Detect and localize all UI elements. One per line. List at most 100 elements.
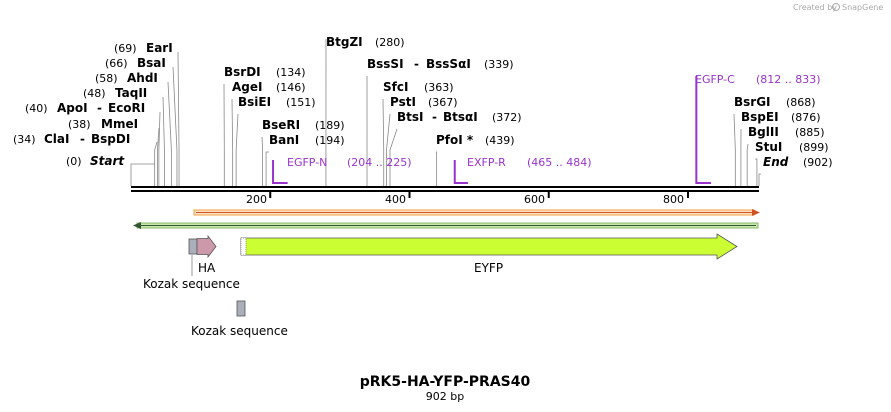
enzyme-name-sfci: SfcI	[383, 80, 408, 94]
feature-label-kozak-1: Kozak sequence	[143, 277, 240, 291]
enzyme-pos-bsrgi: (868)	[786, 96, 816, 109]
map-length: 902 bp	[426, 390, 464, 403]
enzyme-name-agei: AgeI	[232, 80, 262, 94]
primer-annotations	[272, 76, 711, 184]
enzyme-name-clai: ClaI	[44, 132, 69, 146]
enzyme-name-bsrdi: BsrDI	[224, 65, 261, 79]
enzyme-pos-eari: (69)	[114, 42, 137, 55]
primer-range-egfp-c: (812 .. 833)	[756, 73, 821, 86]
tick-mark-600	[547, 192, 550, 198]
enzyme-name-pfoi: PfoI *	[436, 133, 474, 147]
tick-label-800: 800	[663, 193, 684, 206]
enzyme-pos-bspei: (876)	[791, 111, 821, 124]
enzyme-pos-btsi: (372)	[492, 111, 522, 124]
enzyme-pos-bseri: (189)	[315, 119, 345, 132]
enzyme-name-stui: StuI	[755, 140, 782, 154]
cut-site-line-clai	[154, 141, 158, 186]
enzyme-pos-bsrdi: (134)	[276, 66, 306, 79]
enzyme-dash-apoi: -	[97, 101, 102, 115]
enzyme-name-bseri: BseRI	[262, 118, 300, 132]
enzyme-pos-btgzi: (280)	[375, 36, 405, 49]
enzyme-pos-psti: (367)	[428, 96, 458, 109]
ruler-ticks	[269, 192, 689, 198]
tick-mark-800	[686, 192, 689, 198]
tick-label-200: 200	[246, 193, 267, 206]
enzyme-alt-bsssai: BssSαI	[426, 57, 471, 71]
enzyme-pos-taqii: (48)	[83, 87, 106, 100]
feature-label-ha: HA	[198, 261, 216, 275]
cut-site-line-bglii	[746, 143, 749, 186]
feature-kozak-1-shape	[188, 238, 198, 255]
enzyme-pos-agei: (146)	[276, 81, 306, 94]
cut-site-line-psti	[386, 113, 391, 186]
enzyme-name-bglii: BglII	[748, 125, 779, 139]
enzyme-name-psti: PstI	[390, 95, 416, 109]
cut-site-line-eari	[177, 51, 180, 186]
tick-label-400: 400	[385, 193, 406, 206]
enzyme-pos-clai: (34)	[13, 133, 36, 146]
cut-site-line-end	[758, 173, 761, 186]
feature-kozak-2-shape	[236, 300, 246, 317]
primer-range-exfp-r: (465 .. 484)	[527, 156, 592, 169]
enzyme-dash-btsi: -	[432, 110, 437, 124]
cut-site-line-stui	[755, 158, 758, 186]
enzyme-labels-left: (0) Start (34) ClaI - BspDI (38) MmeI (4…	[13, 41, 173, 168]
tick-label-600: 600	[524, 193, 545, 206]
cut-site-line-sfci	[382, 98, 385, 186]
snapgene-brand: SnapGene	[842, 3, 883, 12]
cut-site-line-mmei	[157, 127, 160, 186]
enzyme-name-mmei: MmeI	[101, 117, 138, 131]
enzyme-pos-bani: (194)	[315, 134, 345, 147]
snapgene-logo-icon	[832, 3, 840, 11]
orf-reverse	[133, 222, 759, 229]
enzyme-pos-ahdi: (58)	[95, 72, 118, 85]
enzyme-name-eari: EarI	[146, 41, 173, 55]
orf-forward	[193, 209, 760, 216]
cut-site-line-bsrgi	[733, 113, 736, 186]
cut-site-line-bseri	[261, 136, 263, 186]
enzyme-name-bsssi: BssSI	[367, 57, 404, 71]
enzyme-name-start: Start	[90, 154, 125, 168]
created-by-label: Created by	[793, 3, 837, 12]
enzyme-pos-sfci: (363)	[424, 81, 454, 94]
enzyme-dash-bsssi: -	[414, 57, 419, 71]
enzyme-alt-btsai: BtsαI	[443, 110, 478, 124]
feature-eyfp-shape	[240, 233, 738, 260]
primer-name-egfp-c: EGFP-C	[695, 73, 735, 86]
cut-site-line-bani	[265, 151, 269, 186]
enzyme-pos-bglii: (885)	[795, 126, 825, 139]
enzyme-pos-end: (902)	[803, 156, 833, 169]
feature-label-kozak-2: Kozak sequence	[191, 324, 288, 338]
enzyme-name-btgzi: BtgZI	[326, 35, 363, 49]
tick-mark-200	[269, 192, 272, 198]
cut-site-line-agei	[231, 98, 234, 186]
enzyme-name-end: End	[763, 155, 789, 169]
enzyme-name-bspei: BspEI	[741, 110, 779, 124]
primer-mark-egfp-c	[695, 76, 711, 184]
enzyme-pos-bsiei: (151)	[286, 96, 316, 109]
cut-site-line-apoi	[158, 111, 161, 186]
enzyme-name-btsi: BtsI	[397, 110, 424, 124]
cut-site-line-pfoi	[436, 151, 438, 186]
dna-backbone	[131, 186, 759, 192]
enzyme-name-bsiei: BsiEI	[238, 95, 271, 109]
enzyme-pos-bsai: (66)	[105, 57, 128, 70]
primer-mark-exfp-r	[453, 160, 468, 184]
enzyme-name-apoi: ApoI	[57, 101, 88, 115]
enzyme-pos-stui: (899)	[799, 141, 829, 154]
enzyme-name-bsrgi: BsrGI	[734, 95, 771, 109]
enzyme-labels-right: BsrDI (134) AgeI (146) BsiEI (151) BseRI…	[224, 35, 833, 169]
cut-site-line-bsiei	[235, 113, 239, 186]
tick-mark-400	[408, 192, 411, 198]
enzyme-name-bsai: BsaI	[137, 56, 166, 70]
cut-site-line-btsi	[389, 128, 398, 186]
primer-labels: EGFP-N (204 .. 225) EXFP-R (465 .. 484) …	[287, 73, 821, 169]
enzyme-name-taqii: TaqII	[115, 86, 147, 100]
enzyme-leader-lines	[130, 38, 761, 186]
enzyme-pos-mmei: (38)	[68, 118, 91, 131]
primer-range-egfp-n: (204 .. 225)	[347, 156, 412, 169]
feature-label-eyfp: EYFP	[474, 261, 503, 275]
cut-site-line-taqii	[162, 96, 165, 186]
enzyme-name-bani: BanI	[269, 133, 299, 147]
